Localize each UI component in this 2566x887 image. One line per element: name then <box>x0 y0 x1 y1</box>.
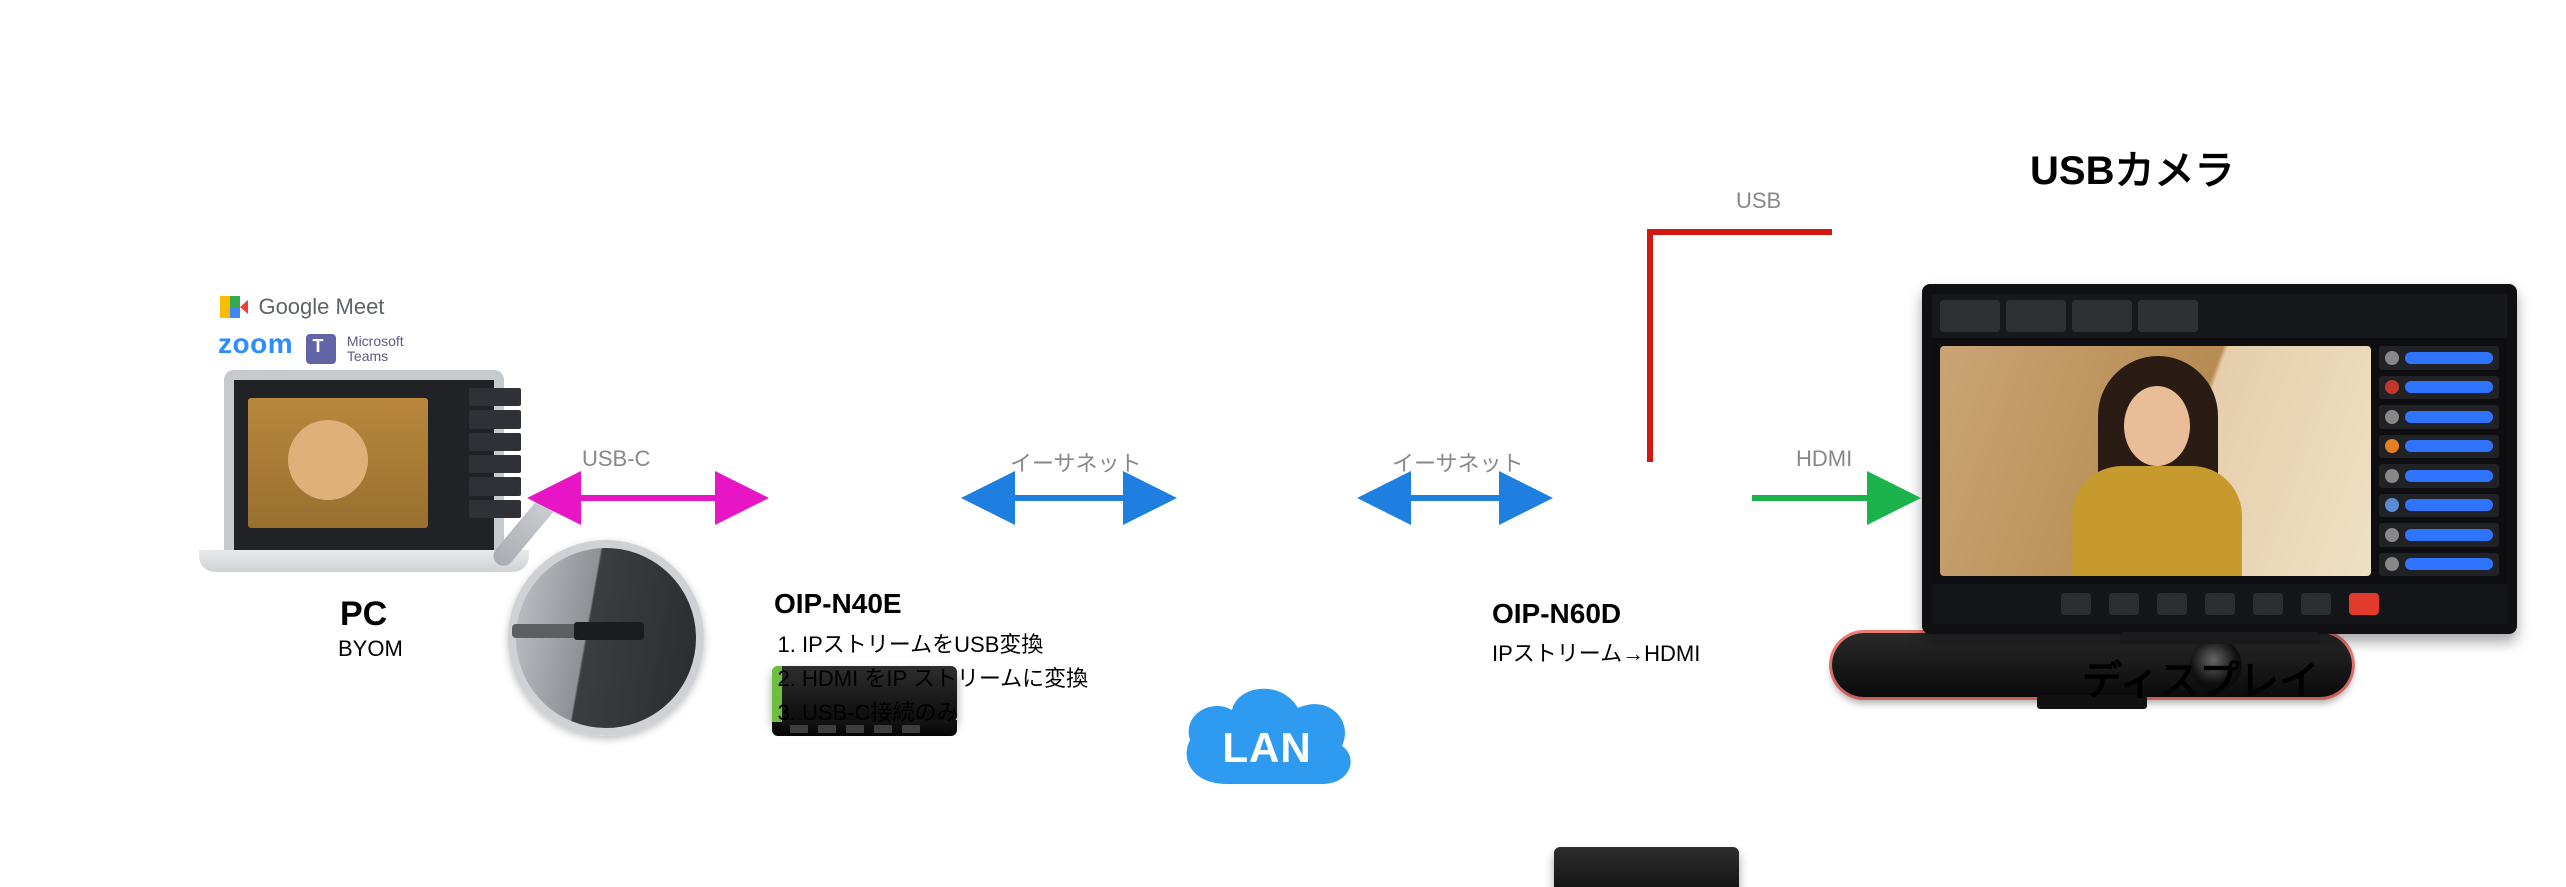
n40e-feature-2: HDMI をIP ストリームに変換 <box>802 662 1088 696</box>
google-meet-label: Google Meet <box>258 294 384 319</box>
tv-thumbnail-strip <box>1932 294 2507 338</box>
laptop <box>224 370 529 572</box>
laptop-sidebar <box>469 388 504 518</box>
person-icon <box>2046 346 2266 576</box>
laptop-screen <box>224 370 504 550</box>
usb-cable <box>1650 232 1832 462</box>
teams-label: MicrosoftTeams <box>347 334 404 363</box>
google-meet-icon <box>220 296 248 318</box>
tv-stand <box>2120 632 2320 644</box>
zoom-label: zoom <box>218 328 293 359</box>
n40e-title: OIP-N40E <box>774 588 902 620</box>
tv-control-bar <box>1932 584 2507 624</box>
n40e-feature-1: IPストリームをUSB変換 <box>802 628 1088 662</box>
lan-cloud: LAN <box>1172 674 1362 799</box>
n40e-features: IPストリームをUSB変換 HDMI をIP ストリームに変換 USB-C接続の… <box>774 624 1088 730</box>
laptop-base <box>199 550 529 572</box>
n60d-title: OIP-N60D <box>1492 598 1621 630</box>
pc-title: PC <box>340 595 387 634</box>
pc-subtitle: BYOM <box>338 636 403 662</box>
tv-participant-list <box>2379 338 2507 584</box>
n40e-feature-3: USB-C接続のみ <box>802 696 1088 730</box>
app-zoom-teams-row: zoom MicrosoftTeams <box>218 328 404 364</box>
usbc-label: USB-C <box>582 446 650 472</box>
display-tv <box>1922 284 2517 634</box>
camera-title: USBカメラ <box>2030 138 2234 196</box>
n60d-subtitle: IPストリーム→HDMI <box>1492 636 1700 668</box>
display-wrapper <box>1922 284 2517 634</box>
hdmi-label: HDMI <box>1796 446 1852 472</box>
laptop-video-tile <box>248 398 428 528</box>
usb-label: USB <box>1736 188 1781 214</box>
magnifier-cable <box>512 624 578 638</box>
tv-main-video <box>1940 346 2371 576</box>
teams-icon <box>306 334 336 364</box>
app-google-meet: Google Meet <box>220 294 384 320</box>
ethernet-left-label: イーサネット <box>1010 446 1142 478</box>
magnifier-port <box>574 622 644 640</box>
ethernet-right-label: イーサネット <box>1392 446 1524 478</box>
display-title: ディスプレイ <box>2082 648 2319 706</box>
oip-n60d-device <box>1554 847 1739 887</box>
magnifier <box>508 540 704 736</box>
cloud-label: LAN <box>1172 724 1362 772</box>
